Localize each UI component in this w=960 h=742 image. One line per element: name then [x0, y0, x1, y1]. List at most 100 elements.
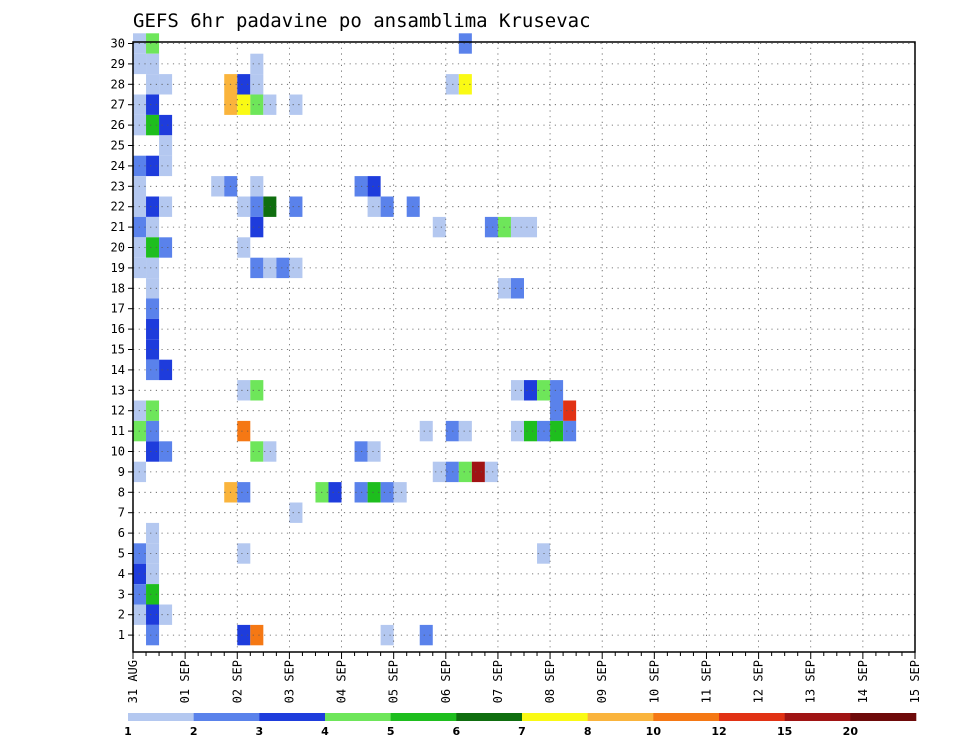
y-tick-label: 2 [118, 608, 125, 622]
legend-swatch [850, 713, 917, 721]
x-tick-label: 09 SEP [595, 660, 609, 703]
legend-label: 5 [387, 725, 395, 738]
cell-member-2-step-2 [159, 604, 173, 625]
cell-member-27-step-1 [146, 94, 160, 115]
cell-member-22-step-9 [250, 196, 264, 217]
legend-label: 12 [711, 725, 726, 738]
cell-member-28-step-2 [159, 74, 173, 95]
x-tick-label: 06 SEP [439, 660, 453, 703]
cell-member-19-step-1 [146, 257, 160, 279]
cell-member-11-step-32 [550, 420, 564, 442]
cell-member-22-step-19 [380, 196, 394, 217]
cell-member-12-step-32 [550, 400, 564, 421]
y-tick-label: 8 [118, 485, 125, 499]
cell-member-20-step-1 [146, 237, 160, 258]
cell-member-22-step-12 [289, 196, 303, 217]
x-tick-label: 01 SEP [178, 660, 192, 703]
cell-member-11-step-30 [524, 420, 538, 442]
cell-member-12-step-33 [563, 400, 577, 421]
cell-member-3-step-1 [146, 584, 160, 605]
cell-member-13-step-9 [250, 380, 264, 401]
cell-member-28-step-8 [237, 74, 251, 95]
cell-member-21-step-23 [432, 216, 446, 238]
cell-member-13-step-30 [524, 380, 538, 401]
cell-member-20-step-2 [159, 237, 173, 258]
cell-member-29-step-1 [146, 53, 160, 75]
y-tick-label: 15 [111, 343, 125, 357]
y-tick-label: 11 [111, 424, 125, 438]
y-tick-label: 25 [111, 139, 125, 153]
y-tick-label: 17 [111, 302, 125, 316]
legend-label: 3 [256, 725, 264, 738]
cell-member-9-step-26 [471, 461, 485, 483]
x-tick-label: 12 SEP [752, 660, 766, 703]
y-tick-label: 22 [111, 200, 125, 214]
y-tick-label: 14 [111, 363, 125, 377]
y-tick-label: 3 [118, 587, 125, 601]
x-tick-label: 03 SEP [282, 660, 296, 703]
cell-member-24-step-2 [159, 155, 173, 177]
cell-member-10-step-2 [159, 441, 173, 462]
cell-member-23-step-18 [367, 176, 381, 197]
cell-member-11-step-29 [510, 420, 524, 442]
legend-label: 8 [584, 725, 592, 738]
cell-member-10-step-1 [146, 441, 160, 462]
cell-member-18-step-1 [146, 278, 160, 299]
legend-swatch [456, 713, 523, 721]
y-tick-label: 26 [111, 118, 125, 132]
cell-member-2-step-1 [146, 604, 160, 625]
cell-member-21-step-30 [524, 216, 538, 238]
cell-member-30-step-25 [458, 33, 472, 54]
legend-label: 20 [843, 725, 859, 738]
x-tick-label: 10 SEP [647, 660, 661, 703]
x-tick-label: 05 SEP [387, 660, 401, 703]
cell-member-18-step-29 [510, 278, 524, 299]
cell-member-12-step-1 [146, 400, 160, 421]
data-cells [133, 33, 577, 646]
cell-member-19-step-9 [250, 257, 264, 279]
y-tick-label: 12 [111, 404, 125, 418]
cell-member-1-step-8 [237, 624, 251, 646]
y-tick-label: 27 [111, 98, 125, 112]
y-tick-label: 19 [111, 261, 125, 275]
legend-label: 1 [124, 725, 132, 738]
y-tick-label: 6 [118, 526, 125, 540]
cell-member-11-step-25 [458, 420, 472, 442]
cell-member-8-step-18 [367, 482, 381, 503]
legend-swatch [653, 713, 720, 721]
cell-member-22-step-2 [159, 196, 173, 217]
cell-member-21-step-29 [510, 216, 524, 238]
cell-member-24-step-1 [146, 155, 160, 177]
legend-label: 2 [190, 725, 198, 738]
cell-member-26-step-1 [146, 114, 160, 136]
legend-label: 10 [646, 725, 662, 738]
cell-member-10-step-18 [367, 441, 381, 462]
y-tick-label: 21 [111, 220, 125, 234]
legend-swatch [587, 713, 654, 721]
cell-member-22-step-18 [367, 196, 381, 217]
cell-member-1-step-1 [146, 624, 160, 646]
x-tick-label: 13 SEP [804, 660, 818, 703]
cell-member-28-step-25 [458, 74, 472, 95]
chart-title: GEFS 6hr padavine po ansamblima Krusevac [133, 10, 591, 32]
cell-member-8-step-20 [393, 482, 407, 503]
cell-member-26-step-2 [159, 114, 173, 136]
cell-member-29-step-9 [250, 53, 264, 75]
cell-member-23-step-6 [211, 176, 225, 197]
cell-member-21-step-9 [250, 216, 264, 238]
legend-label: 15 [777, 725, 792, 738]
x-axis: 31 AUG 01 SEP 02 SEP 03 SEP 04 SEP 05 SEP 06 S… [126, 652, 922, 703]
cell-member-23-step-9 [250, 176, 264, 197]
y-tick-label: 10 [111, 445, 125, 459]
cell-member-8-step-15 [328, 482, 342, 503]
y-tick-label: 13 [111, 383, 125, 397]
cell-member-5-step-1 [146, 543, 160, 564]
cell-member-13-step-32 [550, 380, 564, 401]
cell-member-28-step-9 [250, 74, 264, 95]
cell-member-5-step-8 [237, 543, 251, 564]
cell-member-11-step-22 [419, 420, 433, 442]
cell-member-21-step-1 [146, 216, 160, 238]
y-tick-label: 24 [111, 159, 125, 173]
cell-member-11-step-33 [563, 420, 577, 442]
